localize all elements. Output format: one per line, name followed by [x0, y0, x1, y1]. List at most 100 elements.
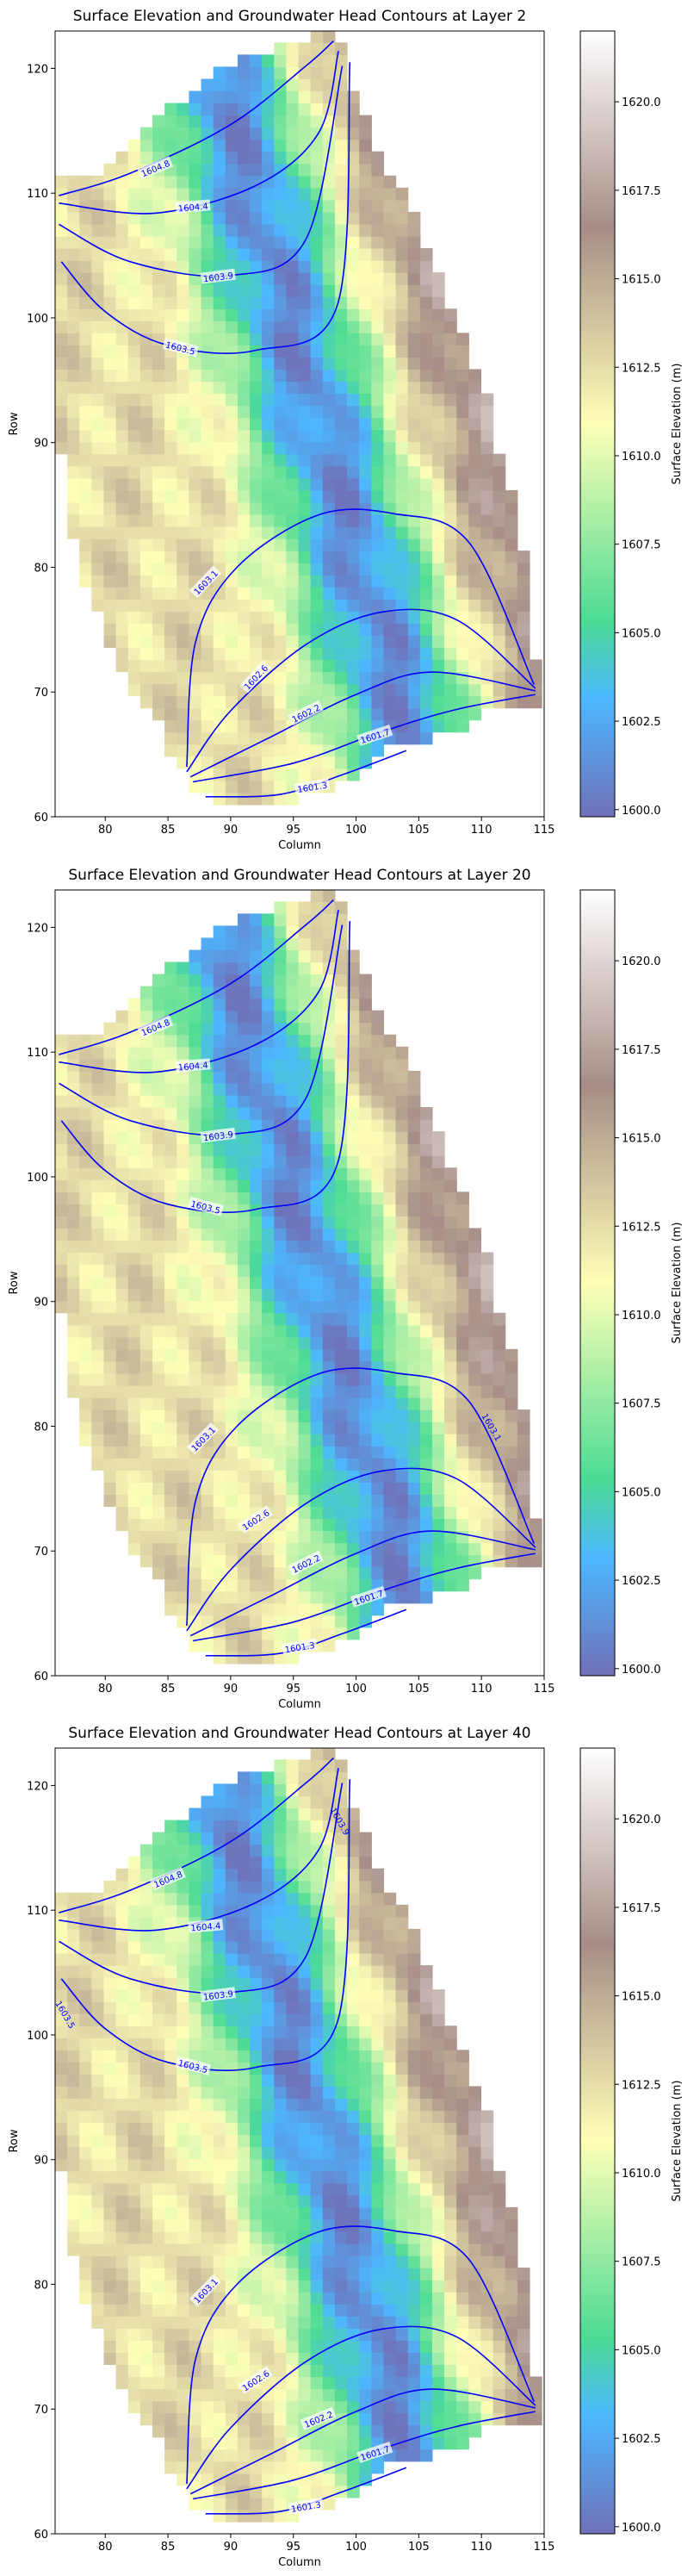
elevation-cell: [262, 2050, 275, 2063]
elevation-cell: [250, 2038, 263, 2050]
elevation-cell: [298, 417, 312, 431]
elevation-cell: [347, 417, 360, 431]
elevation-cell: [213, 1880, 226, 1894]
elevation-cell: [139, 1228, 153, 1241]
elevation-cell: [262, 1615, 275, 1628]
elevation-cell: [383, 175, 397, 189]
elevation-cell: [213, 199, 226, 213]
elevation-cell: [262, 296, 275, 309]
elevation-cell: [347, 551, 360, 563]
elevation-cell: [139, 489, 153, 503]
elevation-cell: [91, 417, 105, 431]
elevation-cell: [419, 345, 433, 358]
elevation-cell: [201, 1856, 214, 1870]
colorbar-tick-label: 1612.5: [622, 362, 661, 375]
y-tick-label: 120: [27, 922, 48, 935]
elevation-cell: [298, 357, 312, 370]
elevation-cell: [213, 1639, 226, 1652]
elevation-cell: [298, 66, 312, 80]
elevation-cell: [225, 211, 238, 225]
elevation-cell: [262, 2316, 275, 2329]
elevation-cell: [286, 587, 300, 600]
elevation-cell: [152, 986, 165, 999]
elevation-cell: [237, 1952, 251, 1966]
elevation-cell: [419, 1397, 433, 1410]
contour-label-backing: [288, 700, 324, 726]
elevation-cell: [152, 405, 165, 419]
elevation-cell: [213, 1397, 226, 1410]
elevation-cell: [359, 1131, 372, 1144]
elevation-cell: [407, 369, 421, 383]
elevation-cell: [237, 465, 251, 479]
elevation-cell: [286, 1336, 300, 1350]
elevation-cell: [298, 1179, 312, 1192]
elevation-cell: [67, 429, 80, 443]
elevation-cell: [201, 465, 214, 479]
elevation-cell: [262, 1034, 275, 1048]
elevation-cell: [262, 2280, 275, 2293]
elevation-cell: [383, 429, 397, 443]
elevation-cell: [103, 2038, 117, 2050]
elevation-cell: [79, 1360, 92, 1374]
elevation-cell: [127, 1397, 141, 1410]
elevation-cell: [201, 1348, 214, 1362]
elevation-cell: [371, 1482, 385, 1495]
elevation-cell: [189, 2001, 202, 2014]
elevation-cell: [237, 1892, 251, 1906]
elevation-cell: [383, 272, 397, 285]
elevation-cell: [359, 1336, 372, 1350]
elevation-cell: [177, 707, 189, 721]
elevation-cell: [91, 2146, 105, 2160]
elevation-cell: [213, 2497, 226, 2511]
elevation-cell: [395, 659, 409, 673]
elevation-cell: [262, 551, 275, 563]
elevation-cell: [139, 1482, 153, 1495]
elevation-cell: [91, 1264, 105, 1278]
elevation-cell: [310, 1422, 324, 1434]
elevation-cell: [407, 1590, 421, 1604]
elevation-cell: [237, 127, 251, 140]
elevation-cell: [383, 477, 397, 491]
elevation-cell: [79, 1384, 92, 1398]
elevation-cell: [395, 1506, 409, 1520]
elevation-cell: [505, 1397, 518, 1410]
elevation-cell: [127, 345, 141, 358]
elevation-cell: [103, 1892, 117, 1906]
elevation-cell: [91, 513, 105, 527]
elevation-cell: [468, 1252, 482, 1266]
elevation-cell: [383, 308, 397, 321]
elevation-cell: [152, 235, 165, 249]
elevation-cell: [201, 1952, 214, 1966]
elevation-cell: [139, 393, 153, 407]
elevation-cell: [115, 2206, 129, 2220]
elevation-cell: [517, 1542, 530, 1556]
elevation-cell: [334, 1494, 348, 1508]
elevation-cell: [164, 199, 177, 213]
elevation-cell: [127, 1288, 141, 1302]
elevation-cell: [225, 575, 238, 588]
elevation-cell: [67, 175, 80, 189]
elevation-cell: [383, 1131, 397, 1144]
elevation-cell: [237, 187, 251, 201]
elevation-cell: [298, 223, 312, 237]
elevation-cell: [79, 260, 92, 273]
elevation-cell: [127, 1422, 141, 1434]
elevation-cell: [492, 1360, 506, 1374]
elevation-cell: [225, 284, 238, 297]
elevation-cell: [395, 248, 409, 261]
elevation-cell: [359, 1494, 372, 1508]
elevation-cell: [237, 1651, 251, 1664]
elevation-cell: [67, 308, 80, 321]
elevation-cell: [91, 2050, 105, 2063]
elevation-cell: [322, 1434, 336, 1447]
elevation-cell: [480, 1324, 494, 1338]
elevation-cell: [262, 1372, 275, 1386]
elevation-cell: [286, 1022, 300, 1036]
elevation-cell: [431, 1554, 445, 1568]
elevation-cell: [115, 2340, 129, 2353]
elevation-cell: [262, 103, 275, 116]
elevation-cell: [262, 1892, 275, 1906]
elevation-cell: [201, 1300, 214, 1314]
elevation-cell: [395, 1312, 409, 1326]
y-tick-label: 80: [34, 1421, 48, 1434]
